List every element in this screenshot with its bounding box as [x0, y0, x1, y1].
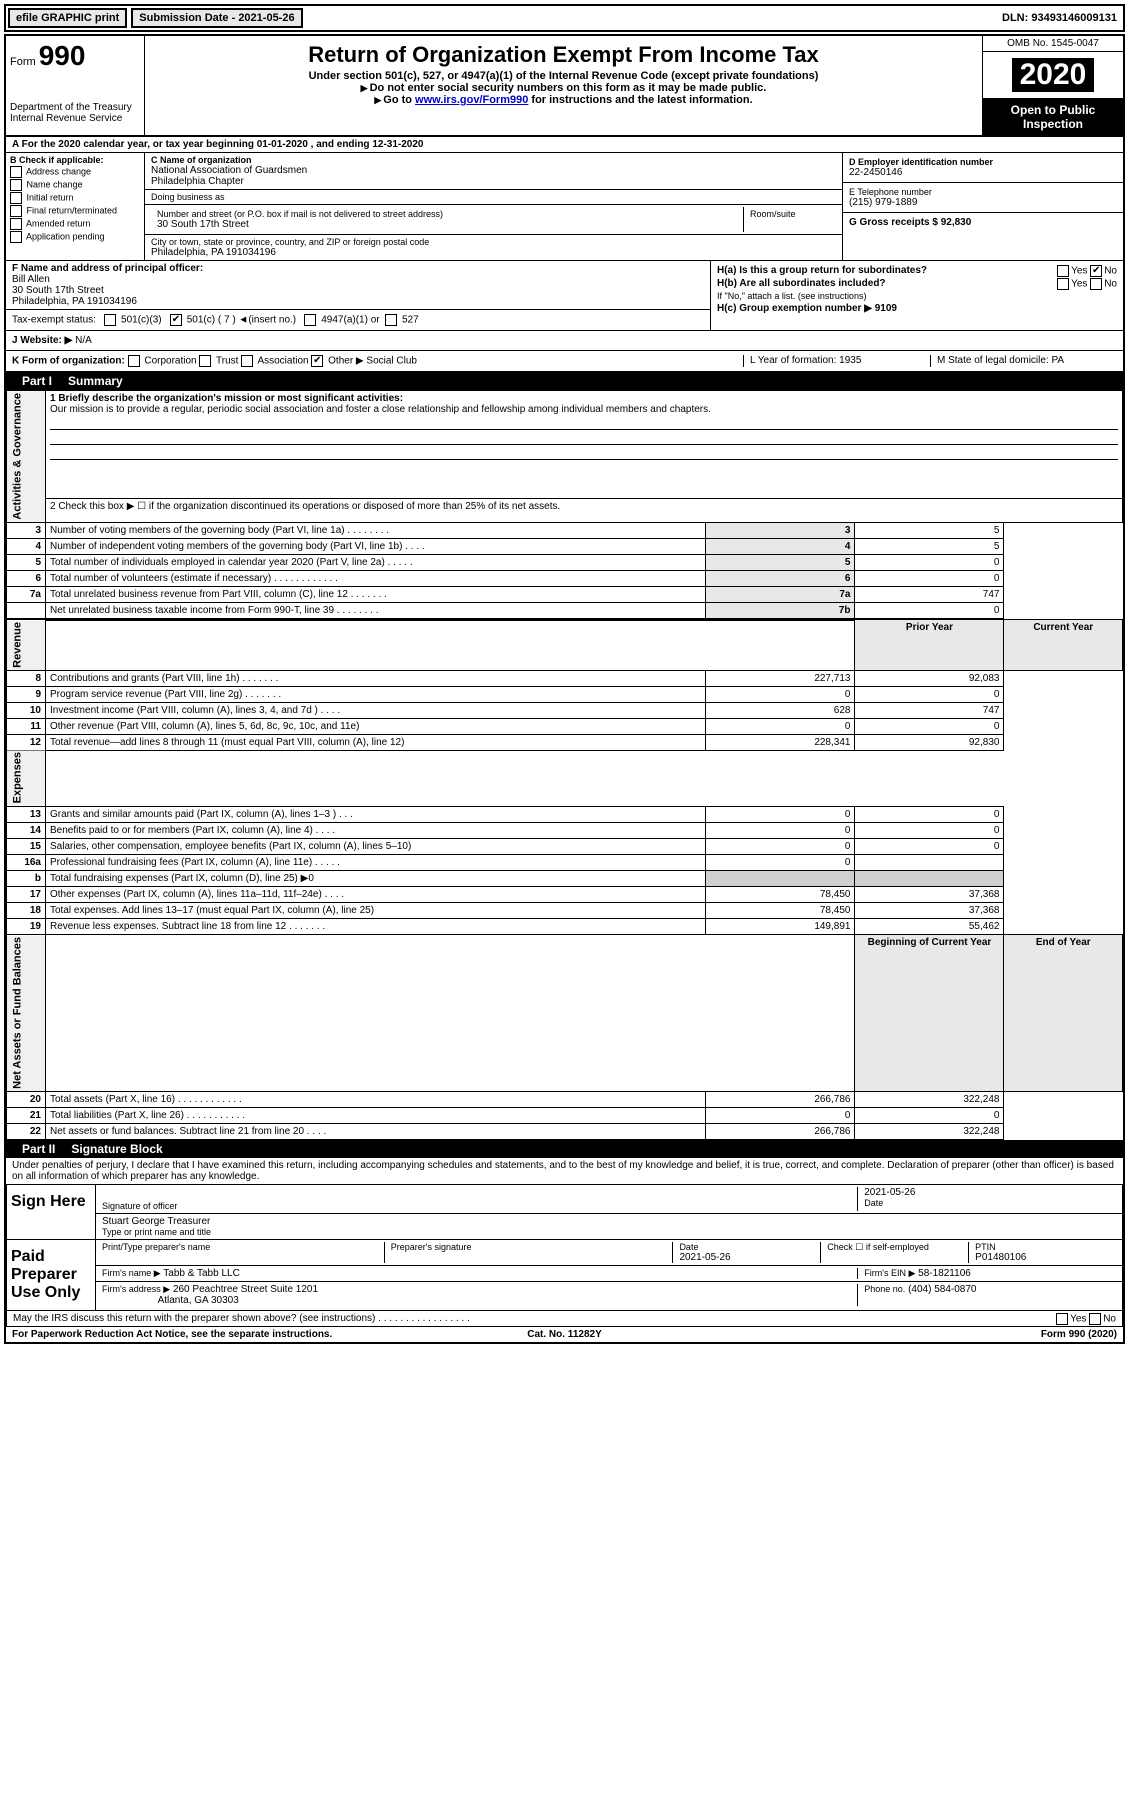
checkbox[interactable] [10, 218, 22, 230]
declaration: Under penalties of perjury, I declare th… [6, 1158, 1123, 1184]
line1-label: 1 Briefly describe the organization's mi… [50, 393, 1118, 404]
501c-checkbox[interactable] [170, 314, 182, 326]
k-row: K Form of organization: Corporation Trus… [6, 351, 1123, 372]
m-state: M State of legal domicile: PA [930, 355, 1117, 367]
sidebar-exp: Expenses [7, 750, 46, 806]
dba-label: Doing business as [151, 192, 836, 202]
open-public-label: Open to Public Inspection [983, 99, 1123, 135]
mission-text: Our mission is to provide a regular, per… [50, 404, 1118, 415]
c-name-label: C Name of organization [151, 155, 836, 165]
f-label: F Name and address of principal officer: [12, 263, 704, 274]
officer-name-title: Stuart George Treasurer [102, 1216, 1116, 1227]
sidebar-ag: Activities & Governance [7, 391, 46, 523]
form-container: Form 990 Department of the Treasury Inte… [4, 34, 1125, 1344]
efile-button[interactable]: efile GRAPHIC print [8, 8, 127, 28]
city-label: City or town, state or province, country… [151, 237, 836, 247]
e-label: E Telephone number [849, 187, 1117, 197]
dept-label: Department of the Treasury Internal Reve… [10, 102, 140, 124]
g-label: G Gross receipts $ 92,830 [849, 217, 1117, 228]
phone-value: (215) 979-1889 [849, 197, 1117, 208]
boy-header: Beginning of Current Year [855, 935, 1004, 1092]
footer: For Paperwork Reduction Act Notice, see … [6, 1327, 1123, 1342]
officer-addr1: 30 South 17th Street [12, 285, 704, 296]
hb-label: H(b) Are all subordinates included? [717, 278, 886, 289]
city-state-zip: Philadelphia, PA 191034196 [151, 247, 836, 258]
sign-here-label: Sign Here [7, 1185, 96, 1239]
4947-checkbox[interactable] [304, 314, 316, 326]
501c3-checkbox[interactable] [104, 314, 116, 326]
section-fh: F Name and address of principal officer:… [6, 261, 1123, 331]
form-number: 990 [39, 40, 86, 71]
form990-link[interactable]: www.irs.gov/Form990 [415, 94, 528, 106]
website-row: J Website: ▶ N/A [6, 331, 1123, 351]
tax-year: 2020 [1006, 52, 1101, 98]
officer-addr2: Philadelphia, PA 191034196 [12, 296, 704, 307]
checkbox[interactable] [10, 205, 22, 217]
eoy-header: End of Year [1004, 935, 1123, 1092]
website-value: N/A [75, 335, 92, 346]
footer-center: Cat. No. 11282Y [380, 1329, 748, 1340]
form-title: Return of Organization Exempt From Incom… [149, 42, 978, 68]
paid-preparer-label: Paid Preparer Use Only [7, 1240, 96, 1310]
street-address: 30 South 17th Street [157, 219, 737, 230]
form-header: Form 990 Department of the Treasury Inte… [6, 36, 1123, 137]
submission-date: Submission Date - 2021-05-26 [131, 8, 302, 28]
checkbox[interactable] [10, 166, 22, 178]
section-bcdeg: B Check if applicable: Address change Na… [6, 153, 1123, 261]
d-label: D Employer identification number [849, 157, 1117, 167]
form-label: Form [10, 56, 36, 68]
prior-year-header: Prior Year [855, 620, 1004, 671]
discuss-question: May the IRS discuss this return with the… [13, 1313, 470, 1324]
current-year-header: Current Year [1004, 620, 1123, 671]
top-bar: efile GRAPHIC print Submission Date - 20… [4, 4, 1125, 32]
org-name: National Association of Guardsmen Philad… [151, 165, 836, 187]
checkbox[interactable] [10, 179, 22, 191]
note2-pre: Go to [374, 94, 415, 106]
l-year: L Year of formation: 1935 [743, 355, 930, 367]
row-a: A For the 2020 calendar year, or tax yea… [6, 137, 1123, 153]
line2: 2 Check this box ▶ ☐ if the organization… [46, 498, 1123, 522]
ein-value: 22-2450146 [849, 167, 1117, 178]
checkbox[interactable] [10, 231, 22, 243]
omb-number: OMB No. 1545-0047 [983, 36, 1123, 52]
signature-block: Sign Here Signature of officer 2021-05-2… [6, 1184, 1123, 1327]
checkbox[interactable] [10, 192, 22, 204]
527-checkbox[interactable] [385, 314, 397, 326]
form-subtitle: Under section 501(c), 527, or 4947(a)(1)… [149, 70, 978, 82]
part2-header: Part II Signature Block [6, 1140, 1123, 1158]
hb-note: If "No," attach a list. (see instruction… [717, 291, 1117, 301]
footer-left: For Paperwork Reduction Act Notice, see … [12, 1329, 380, 1340]
hc-label: H(c) Group exemption number ▶ 9109 [717, 303, 1117, 314]
form-note1: Do not enter social security numbers on … [149, 82, 978, 94]
addr-label: Number and street (or P.O. box if mail i… [157, 209, 737, 219]
ha-label: H(a) Is this a group return for subordin… [717, 265, 927, 276]
tax-status-label: Tax-exempt status: [12, 315, 96, 326]
summary-table: Activities & Governance 1 Briefly descri… [6, 390, 1123, 1140]
officer-name: Bill Allen [12, 274, 704, 285]
b-label: B Check if applicable: [10, 155, 140, 165]
sidebar-rev: Revenue [7, 620, 46, 671]
room-label: Room/suite [744, 207, 836, 232]
part1-header: Part I Summary [6, 372, 1123, 390]
note2-post: for instructions and the latest informat… [531, 94, 752, 106]
footer-right: Form 990 (2020) [749, 1329, 1117, 1340]
sidebar-na: Net Assets or Fund Balances [7, 935, 46, 1092]
dln-label: DLN: 93493146009131 [996, 10, 1123, 26]
firm-name: Tabb & Tabb LLC [163, 1268, 240, 1279]
